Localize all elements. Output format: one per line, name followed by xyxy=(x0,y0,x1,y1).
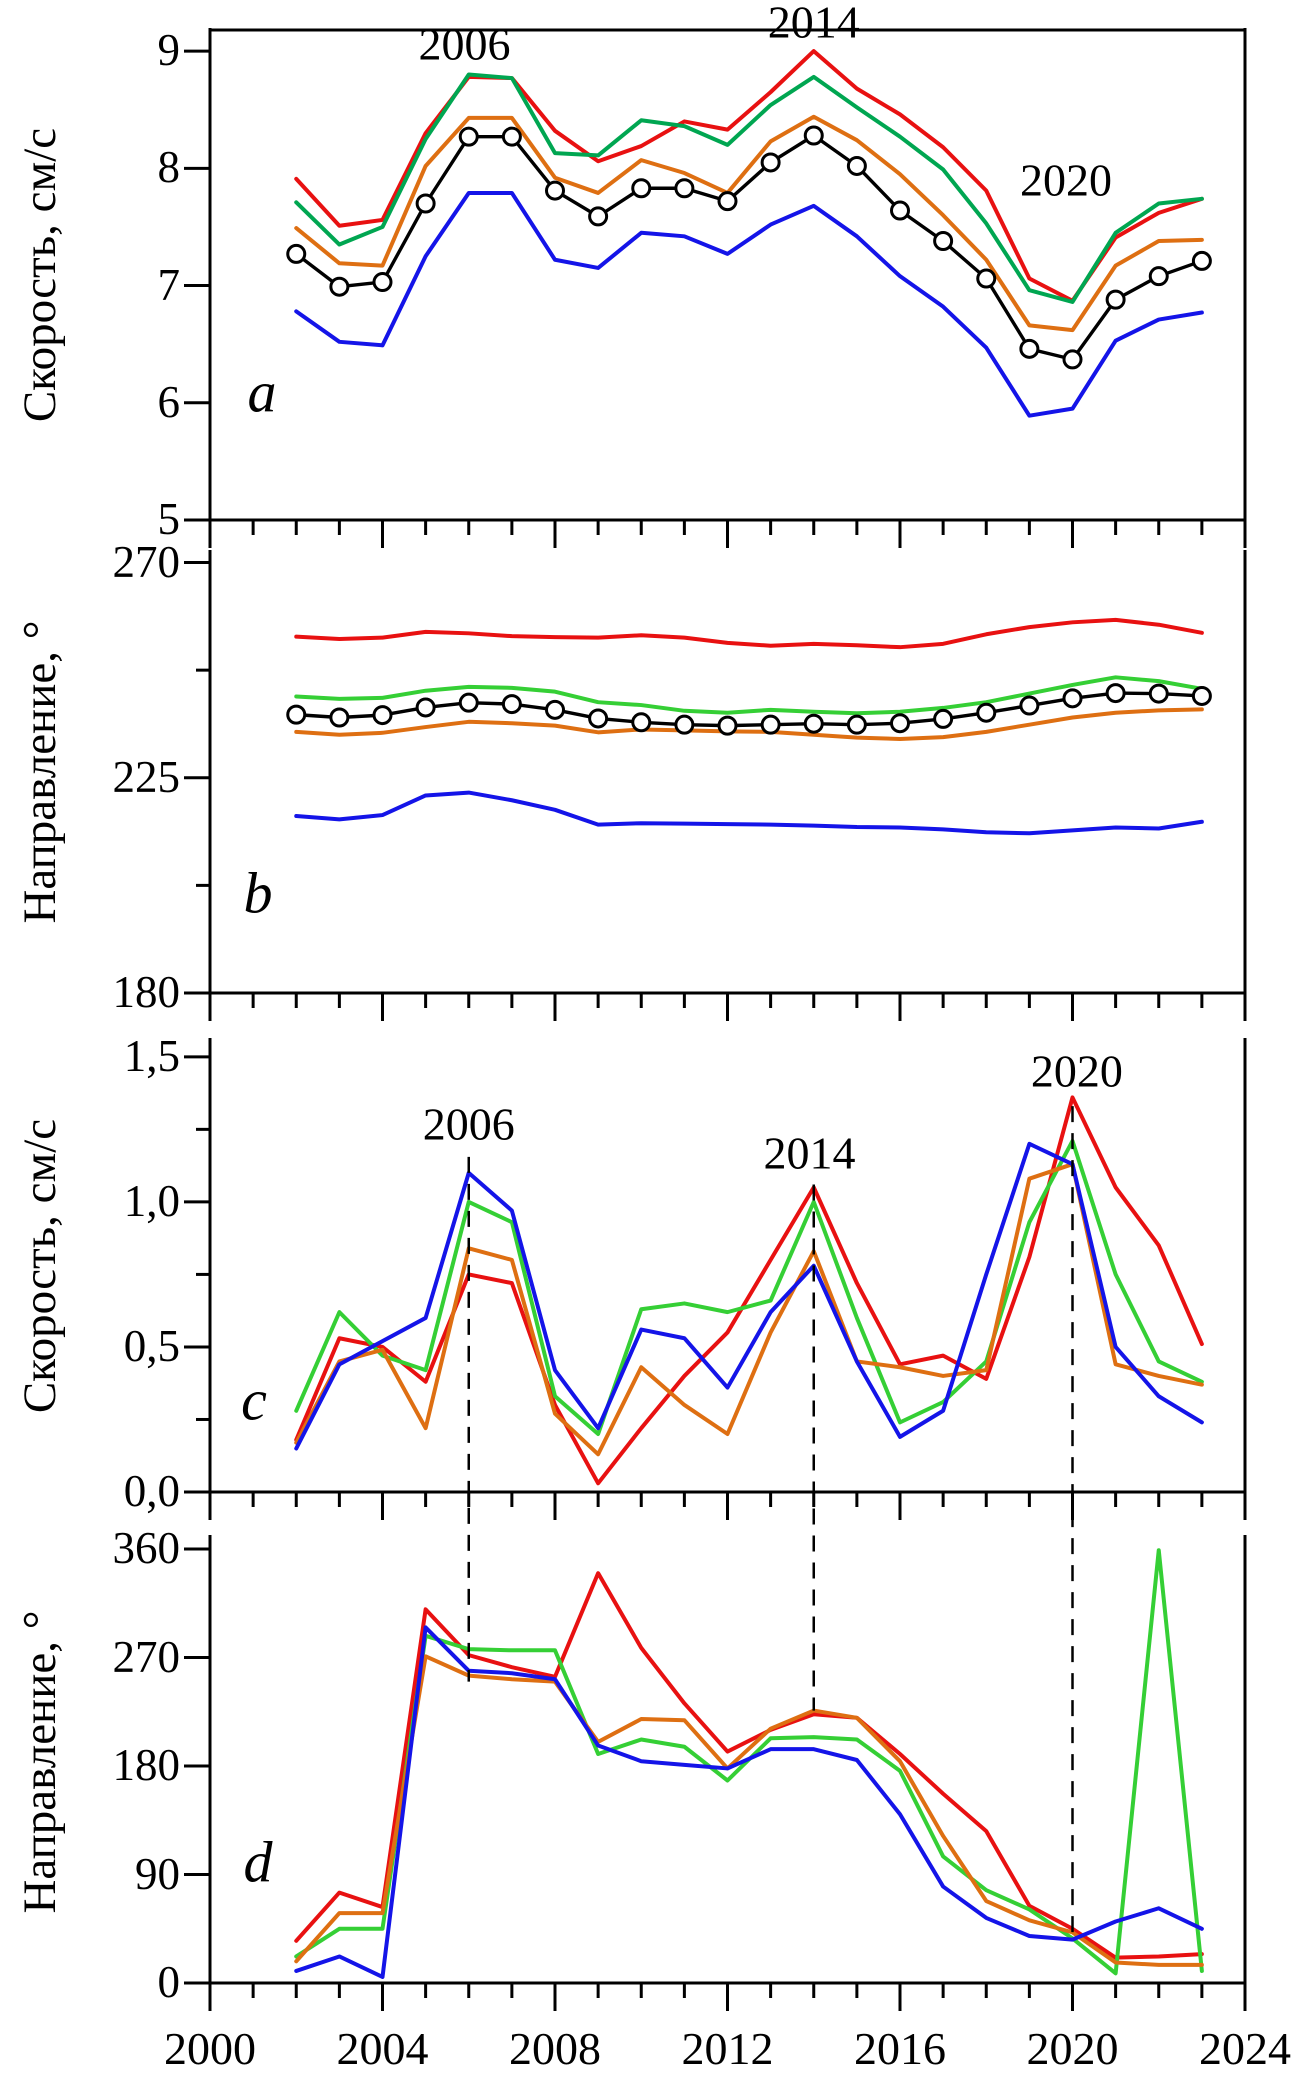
series-marker-a-mean-black xyxy=(1191,250,1212,271)
y-tick-label-c-1,0: 1,0 xyxy=(123,1175,180,1226)
series-marker-b-mean-black xyxy=(458,692,479,713)
y-tick-label-d-180: 180 xyxy=(112,1739,181,1790)
series-line-a-blue xyxy=(294,190,1204,418)
series-marker-a-mean-black xyxy=(933,231,954,252)
series-line-b-green xyxy=(294,675,1204,716)
series-marker-a-mean-black xyxy=(501,126,522,147)
y-tick-label-b-270: 270 xyxy=(112,536,181,587)
series-marker-a-mean-black xyxy=(976,268,997,289)
annotation-a-2020: 2020 xyxy=(1020,154,1113,206)
series-marker-b-mean-black xyxy=(286,704,307,725)
y-tick-label-d-90: 90 xyxy=(135,1848,180,1899)
series-line-b-orange xyxy=(294,707,1204,742)
y-tick-label-b-225: 225 xyxy=(112,751,181,802)
series-marker-b-mean-black xyxy=(1105,683,1126,704)
series-marker-a-mean-black xyxy=(415,193,436,214)
series-marker-b-mean-black xyxy=(545,699,565,720)
panel-letter-c: c xyxy=(241,1367,267,1433)
series-marker-b-mean-black xyxy=(501,694,522,715)
series-marker-b-mean-black xyxy=(717,715,738,736)
series-marker-a-mean-black xyxy=(674,178,695,199)
y-tick-label-a-9: 9 xyxy=(157,25,181,76)
x-tick-label-2008: 2008 xyxy=(509,2023,601,2074)
series-marker-a-mean-black xyxy=(1148,266,1169,287)
x-tick-label-2020: 2020 xyxy=(1026,2023,1119,2074)
y-tick-label-a-7: 7 xyxy=(157,259,181,310)
series-marker-a-mean-black xyxy=(1062,349,1083,370)
series-marker-a-mean-black xyxy=(890,200,910,221)
series-marker-b-mean-black xyxy=(1191,685,1212,706)
series-marker-b-mean-black xyxy=(803,713,824,734)
series-line-c-red xyxy=(294,1095,1204,1486)
y-tick-label-c-1,5: 1,5 xyxy=(123,1030,180,1081)
y-tick-label-c-0,0: 0,0 xyxy=(123,1465,180,1516)
series-marker-b-mean-black xyxy=(415,697,436,718)
series-marker-a-mean-black xyxy=(803,125,824,146)
y-tick-label-a-6: 6 xyxy=(157,376,181,427)
series-marker-a-mean-black xyxy=(631,178,652,199)
annotation-a-2014: 2014 xyxy=(767,0,860,48)
series-marker-a-mean-black xyxy=(1105,289,1126,310)
series-marker-b-mean-black xyxy=(976,702,997,723)
series-line-c-green xyxy=(294,1138,1204,1436)
series-line-d-orange xyxy=(294,1654,1204,1967)
series-line-a-green xyxy=(294,72,1204,304)
series-marker-b-mean-black xyxy=(933,708,954,729)
series-marker-a-mean-black xyxy=(372,272,393,293)
x-tick-label-2024: 2024 xyxy=(1199,2023,1291,2074)
series-marker-a-mean-black xyxy=(1019,338,1040,359)
series-marker-b-mean-black xyxy=(588,708,609,729)
annotation-a-2006: 2006 xyxy=(418,18,511,70)
y-tick-label-c-0,5: 0,5 xyxy=(123,1320,180,1371)
series-marker-a-mean-black xyxy=(458,126,479,147)
series-line-d-blue xyxy=(294,1625,1204,1979)
y-tick-label-a-5: 5 xyxy=(157,493,181,544)
series-line-d-red xyxy=(294,1571,1204,1960)
series-marker-b-mean-black xyxy=(1148,683,1169,704)
annotation-c-2006: 2006 xyxy=(422,1098,515,1150)
series-marker-a-mean-black xyxy=(846,155,867,176)
y-tick-label-d-360: 360 xyxy=(112,1523,181,1574)
series-marker-b-mean-black xyxy=(631,712,652,733)
y-tick-label-a-8: 8 xyxy=(157,142,181,193)
x-tick-label-2012: 2012 xyxy=(681,2023,774,2074)
series-marker-a-mean-black xyxy=(329,276,350,297)
series-marker-b-mean-black xyxy=(846,714,867,735)
panel-letter-a: a xyxy=(247,359,277,425)
series-line-a-mean-black xyxy=(294,133,1204,362)
series-marker-b-mean-black xyxy=(1062,688,1083,709)
x-tick-label-2000: 2000 xyxy=(164,2023,256,2074)
series-marker-b-mean-black xyxy=(674,714,695,735)
y-tick-label-d-0: 0 xyxy=(157,1956,181,2007)
annotation-c-2014: 2014 xyxy=(763,1127,856,1179)
series-marker-a-mean-black xyxy=(545,180,565,201)
series-line-b-mean-black xyxy=(294,691,1204,728)
series-marker-b-mean-black xyxy=(890,713,910,734)
series-line-a-orange xyxy=(294,114,1204,333)
annotation-c-2020: 2020 xyxy=(1030,1045,1123,1097)
x-tick-label-2016: 2016 xyxy=(854,2023,946,2074)
series-marker-b-mean-black xyxy=(760,714,781,735)
series-line-b-blue xyxy=(294,790,1204,836)
panel-letter-b: b xyxy=(243,860,273,926)
series-marker-b-mean-black xyxy=(372,705,393,726)
series-line-c-orange xyxy=(294,1162,1204,1457)
series-marker-a-mean-black xyxy=(588,206,609,227)
series-marker-b-mean-black xyxy=(329,707,350,728)
y-tick-label-d-270: 270 xyxy=(112,1631,181,1682)
series-line-c-blue xyxy=(294,1141,1204,1451)
series-marker-b-mean-black xyxy=(1019,695,1040,716)
series-line-b-red xyxy=(294,617,1204,650)
y-tick-label-b-180: 180 xyxy=(112,966,181,1017)
panel-letter-d: d xyxy=(243,1829,273,1895)
series-marker-a-mean-black xyxy=(717,191,738,212)
x-tick-label-2004: 2004 xyxy=(336,2023,429,2074)
series-marker-a-mean-black xyxy=(286,243,307,264)
series-marker-a-mean-black xyxy=(760,152,781,173)
